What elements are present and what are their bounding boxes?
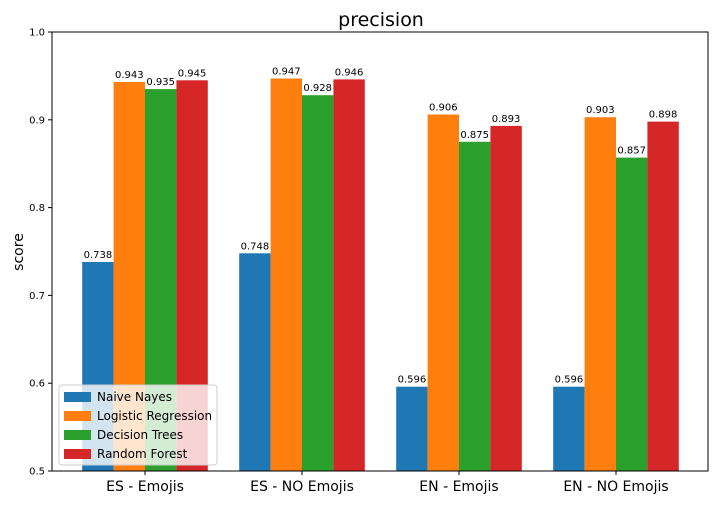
- x-tick-label: ES - NO Emojis: [250, 479, 354, 495]
- legend-label-3: Random Forest: [97, 447, 188, 461]
- bar-0-3: [553, 386, 585, 471]
- x-tick-label: EN - Emojis: [419, 479, 498, 495]
- bar-value-label: 0.943: [115, 70, 144, 81]
- bar-value-label: 0.857: [617, 146, 646, 157]
- bar-2-3: [616, 157, 648, 471]
- bar-0-2: [396, 386, 428, 471]
- chart-title: precision: [338, 9, 424, 31]
- bar-value-label: 0.946: [335, 67, 364, 78]
- bar-value-label: 0.906: [429, 103, 458, 114]
- bar-1-1: [270, 78, 302, 471]
- bar-value-label: 0.596: [398, 375, 427, 386]
- legend-label-2: Decision Trees: [97, 428, 183, 442]
- y-tick-label: 0.6: [29, 379, 45, 390]
- bar-1-2: [427, 114, 459, 471]
- bar-value-label: 0.738: [84, 250, 113, 261]
- legend-box: [58, 384, 218, 466]
- legend: Naive Nayes Logistic Regression Decision T…: [58, 384, 218, 466]
- bar-3-1: [333, 79, 365, 472]
- x-tick-label: EN - NO Emojis: [563, 479, 668, 495]
- x-tick-label: ES - Emojis: [106, 479, 184, 495]
- y-tick-label: 0.8: [29, 203, 45, 214]
- bar-value-label: 0.935: [146, 77, 175, 88]
- bars-layer: [82, 78, 679, 472]
- legend-swatch-0: [64, 392, 91, 402]
- bar-value-label: 0.596: [555, 375, 584, 386]
- bar-3-3: [647, 121, 679, 471]
- bar-3-2: [490, 125, 522, 472]
- bar-value-label: 0.947: [272, 67, 301, 78]
- y-tick-label: 1.0: [29, 28, 45, 39]
- y-ticks-layer: 0.5 0.6 0.7 0.8 0.9 1.0: [29, 28, 52, 478]
- legend-swatch-1: [64, 411, 91, 421]
- bar-value-label: 0.875: [460, 130, 489, 141]
- legend-swatch-3: [64, 449, 91, 459]
- bar-2-2: [459, 141, 491, 472]
- bar-1-3: [584, 117, 616, 471]
- bar-value-label: 0.748: [241, 241, 270, 252]
- bar-value-label: 0.893: [492, 114, 521, 125]
- bar-value-label: 0.903: [586, 105, 615, 116]
- plot-frame: [51, 31, 709, 472]
- bar-2-1: [302, 95, 334, 471]
- bar-0-1: [239, 253, 271, 471]
- y-tick-label: 0.7: [29, 291, 45, 302]
- y-tick-label: 0.5: [29, 467, 45, 478]
- y-tick-label: 0.9: [29, 115, 45, 126]
- legend-label-0: Naive Nayes: [97, 390, 172, 404]
- y-axis-label: score: [11, 233, 27, 271]
- bar-value-label: 0.898: [649, 110, 678, 121]
- legend-label-1: Logistic Regression: [97, 409, 212, 423]
- bar-value-label: 0.928: [303, 83, 332, 94]
- x-ticks-layer: ES - Emojis ES - NO Emojis EN - Emojis EN -…: [106, 471, 669, 495]
- bar-value-label: 0.945: [178, 68, 207, 79]
- legend-swatch-2: [64, 430, 91, 440]
